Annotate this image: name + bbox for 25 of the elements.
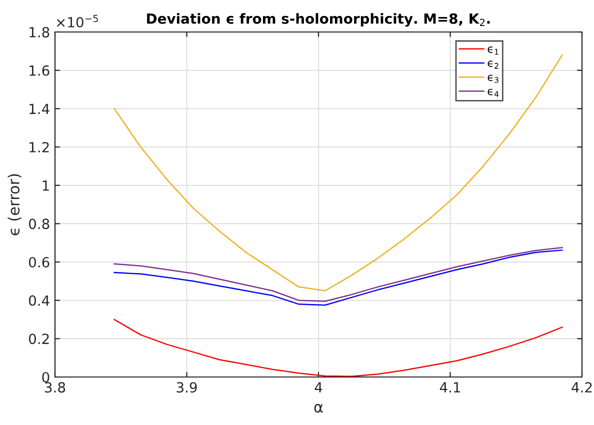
line-series	[114, 54, 563, 292]
y-tick-label: 0.6	[28, 256, 50, 268]
legend-label: ϵ$_{2}$	[488, 60, 498, 69]
y-tick-label: 1.6	[30, 65, 50, 76]
x-tick-label: 3.9	[176, 382, 197, 393]
y-tick-label: 0.2	[28, 334, 49, 344]
x-axis-title: α	[314, 404, 323, 413]
y-tick-label: 1.2	[30, 142, 49, 152]
text: ×10$^{−5}$	[56, 14, 98, 28]
legend-label: ϵ$_{1}$	[488, 46, 498, 55]
x-tick-label: 4.1	[440, 382, 460, 392]
y-tick-label: 0.4	[28, 295, 50, 306]
y-tick-label: 1.4	[30, 104, 50, 114]
legend-label: ϵ$_{3}$	[488, 74, 498, 83]
x-tick-label: 4.2	[572, 382, 592, 392]
y-tick-label: 0	[42, 372, 50, 382]
y-tick-label: 0.8	[28, 218, 50, 230]
y-tick-label: 1	[42, 180, 49, 191]
line-series	[114, 318, 563, 377]
y-tick-label: 1.8	[30, 26, 50, 38]
chart-title: Deviation ϵ from s-holomorphicity. M=8, K$_{2}$.	[147, 13, 490, 27]
x-tick-label: 4	[314, 382, 322, 392]
x-tick-label: 3.8	[45, 382, 66, 393]
legend-label: ϵ$_{4}$	[488, 88, 499, 97]
y-axis-title: ϵ (error)	[8, 174, 22, 236]
